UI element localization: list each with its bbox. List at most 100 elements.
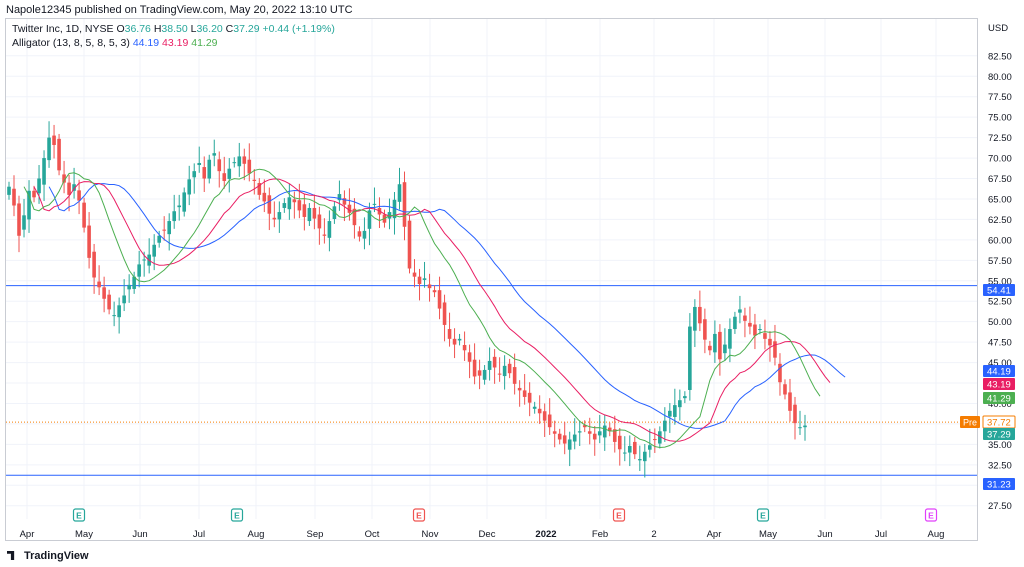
candle-body <box>607 427 612 432</box>
candle-body <box>532 406 537 409</box>
candle-body <box>572 434 577 442</box>
price-tag-label: 44.19 <box>987 367 1011 378</box>
candle-body <box>537 408 542 414</box>
candle-body <box>592 433 597 440</box>
candle-body <box>407 220 412 269</box>
candle-body <box>427 284 432 289</box>
chart-frame <box>5 18 978 541</box>
candle-body <box>748 322 752 327</box>
candle-body <box>477 370 482 376</box>
earnings-marker-label: E <box>928 511 934 521</box>
y-tick-label: 40.00 <box>988 399 1012 410</box>
candle-body <box>658 431 662 444</box>
candle-body <box>32 190 36 198</box>
candle-body <box>172 211 177 222</box>
candle-body <box>612 429 617 442</box>
candle-body <box>803 425 807 428</box>
candle-body <box>352 208 357 226</box>
candle-body <box>673 405 677 417</box>
candle-body <box>272 217 277 220</box>
candle-body <box>362 230 367 239</box>
open-value: 36.76 <box>124 23 151 35</box>
horizontal-lines <box>6 285 977 476</box>
price-tag-label: 37.72 <box>987 418 1011 429</box>
x-tick-label: Apr <box>20 529 35 540</box>
candle-body <box>648 445 652 450</box>
candle-body <box>788 392 792 411</box>
y-tick-label: 75.00 <box>988 113 1012 124</box>
candle-body <box>587 431 592 434</box>
low-value: 36.20 <box>196 23 223 35</box>
x-tick-label: May <box>75 529 93 540</box>
candle-body <box>42 158 46 185</box>
candle-body <box>693 306 697 331</box>
candle-body <box>162 229 166 231</box>
teeth-value: 43.19 <box>162 37 189 49</box>
high-value: 38.50 <box>161 23 188 35</box>
y-tick-label: 77.50 <box>988 92 1012 103</box>
candle-body <box>723 344 727 354</box>
earnings-marker-label: E <box>616 511 622 521</box>
candle-body <box>487 360 492 370</box>
price-tag <box>983 365 1015 377</box>
candle-body <box>57 138 61 171</box>
candle-body <box>107 294 111 310</box>
candle-body <box>347 204 352 213</box>
earnings-marker-label: E <box>234 511 240 521</box>
candle-body <box>62 174 66 183</box>
x-tick-label: Oct <box>365 529 380 540</box>
candle-body <box>517 387 522 391</box>
price-tag-label: 43.19 <box>987 380 1011 391</box>
candle-body <box>758 329 762 331</box>
open-label: O <box>116 23 125 35</box>
candle-body <box>367 210 372 229</box>
candle-body <box>402 182 407 227</box>
candle-body <box>527 392 532 403</box>
price-tag <box>983 392 1015 404</box>
candle-body <box>522 390 527 397</box>
candle-body <box>112 315 116 317</box>
candle-body <box>92 251 96 278</box>
candle-body <box>678 400 682 408</box>
publish-caption: Napole12345 published on TradingView.com… <box>6 4 353 16</box>
candle-body <box>577 431 582 433</box>
candle-body <box>778 363 782 383</box>
candle-body <box>562 435 567 444</box>
candle-body <box>397 184 402 202</box>
candle-body <box>262 192 267 202</box>
candle-body <box>392 199 397 219</box>
candle-body <box>357 231 362 237</box>
candle-body <box>467 352 472 362</box>
y-tick-label: 50.00 <box>988 317 1012 328</box>
candle-body <box>7 186 11 195</box>
pre-market-label: Pre <box>963 418 977 428</box>
earnings-marker <box>756 508 770 522</box>
candle-body <box>422 278 427 280</box>
candle-body <box>257 183 262 195</box>
candle-body <box>602 425 607 438</box>
footer: TradingView <box>0 545 1024 567</box>
candle-body <box>232 162 237 164</box>
x-tick-label: 2022 <box>535 529 556 540</box>
candle-body <box>252 179 257 181</box>
candle-body <box>713 333 717 353</box>
price-tag-label: 37.29 <box>987 430 1011 441</box>
candle-body <box>668 410 672 417</box>
candle-body <box>432 290 437 293</box>
y-tick-label: 52.50 <box>988 297 1012 308</box>
candle-body <box>282 203 287 208</box>
x-tick-label: May <box>759 529 777 540</box>
low-label: L <box>190 23 197 35</box>
candle-body <box>47 137 51 161</box>
x-tick-label: Jun <box>817 529 832 540</box>
candle-body <box>372 203 377 205</box>
candle-body <box>462 344 467 351</box>
candle-body <box>743 315 747 321</box>
candle-body <box>222 173 227 181</box>
candle-body <box>52 135 56 145</box>
candle-body <box>698 306 702 324</box>
ohlc-row: Twitter Inc, 1D, NYSE O36.76 H38.50 L36.… <box>12 22 335 36</box>
symbol-label: Twitter Inc, 1D, NYSE <box>12 23 114 35</box>
